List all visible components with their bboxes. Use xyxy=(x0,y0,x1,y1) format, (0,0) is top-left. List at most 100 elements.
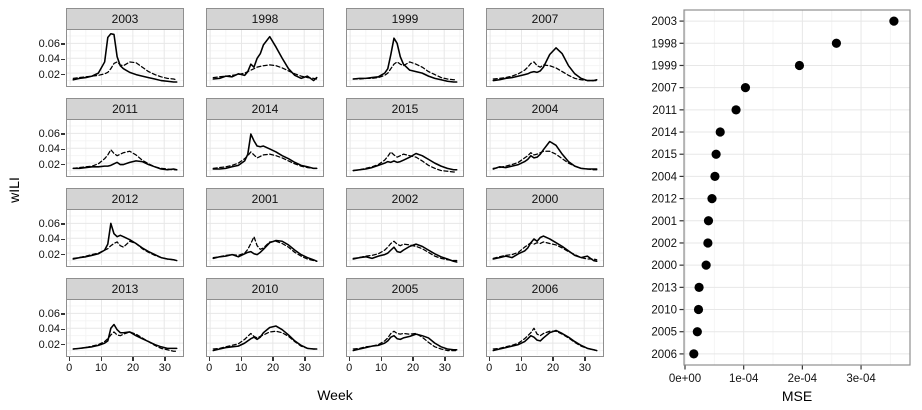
year-tick-label: 2001 xyxy=(651,216,677,228)
x-tick-mark xyxy=(488,357,490,361)
y-tick-mark xyxy=(61,133,65,135)
facet-1999: 1999 xyxy=(346,8,464,87)
facet-2003: 2003 0.06 0.04 0.02 xyxy=(39,8,184,87)
year-tick-label: 2013 xyxy=(651,282,677,294)
facet-strip-label: 2012 xyxy=(66,188,184,210)
facet-panel xyxy=(206,210,324,267)
facet-2014: 2014 xyxy=(206,98,324,177)
y-tick-mark xyxy=(61,344,65,346)
mse-point-2011 xyxy=(731,105,741,115)
x-tick-mark xyxy=(208,357,210,361)
y-axis-title: wILI xyxy=(6,177,22,203)
mse-point-2006 xyxy=(689,349,699,359)
dashed-line xyxy=(352,151,458,173)
y-tick-mark xyxy=(61,313,65,315)
facet-strip-label: 2001 xyxy=(206,188,324,210)
y-tick-mark xyxy=(61,43,65,45)
solid-line xyxy=(492,140,598,170)
x-tick-label: 20 xyxy=(266,362,280,374)
year-tick-label: 2010 xyxy=(651,305,677,317)
facet-panel xyxy=(66,300,184,357)
x-tick-label: 20 xyxy=(546,362,560,374)
x-tick-label: 30 xyxy=(298,362,311,374)
year-tick-label: 2015 xyxy=(651,149,677,161)
x-tick-mark xyxy=(164,357,166,361)
facet-strip-label: 1999 xyxy=(346,8,464,30)
x-tick-label: 0 xyxy=(346,362,353,374)
x-axis-title: Week xyxy=(317,387,353,403)
year-tick-label: 2002 xyxy=(651,238,677,250)
facet-1998: 1998 xyxy=(206,8,324,87)
facet-grid: 2003 0.06 0.04 0.02 1998 1999 2007 2011 0.06 0.04… xyxy=(39,8,604,374)
x-tick-label: 10 xyxy=(234,362,248,374)
y-tick-label: 0.04 xyxy=(38,233,60,246)
x-tick-mark xyxy=(584,357,586,361)
y-tick-mark xyxy=(61,58,65,60)
facet-panel xyxy=(66,210,184,267)
mse-point-2002 xyxy=(703,238,713,248)
solid-line xyxy=(212,35,318,82)
year-tick-label: 2003 xyxy=(651,16,677,28)
facet-2011: 2011 0.06 0.04 0.02 xyxy=(39,98,184,177)
facet-strip-label: 2007 xyxy=(486,8,604,30)
facet-2006: 2006 0 10 20 30 xyxy=(486,278,604,374)
y-tick-label: 0.02 xyxy=(38,68,60,81)
mse-tick-label: 0e+00 xyxy=(669,373,701,385)
dashed-line xyxy=(212,236,318,262)
x-tick-label: 0 xyxy=(66,362,73,374)
x-tick-mark xyxy=(272,357,274,361)
x-tick-label: 30 xyxy=(438,362,451,374)
year-tick-label: 2005 xyxy=(651,327,677,339)
facet-strip-label: 2015 xyxy=(346,98,464,120)
solid-line xyxy=(212,133,318,170)
x-tick-label: 20 xyxy=(126,362,140,374)
y-tick-label: 0.02 xyxy=(38,158,60,171)
solid-line xyxy=(212,325,318,352)
x-tick-label: 30 xyxy=(578,362,591,374)
dot-plot-canvas: 2003 1998 1999 2007 2011 2014 2015 2004 2012 2001… xyxy=(612,0,922,410)
y-tick-label: 0.04 xyxy=(38,143,60,156)
facet-2015: 2015 xyxy=(346,98,464,177)
x-tick-mark xyxy=(444,357,446,361)
facet-strip-label: 2004 xyxy=(486,98,604,120)
y-tick-mark xyxy=(61,254,65,256)
dashed-line xyxy=(352,330,458,352)
y-tick-label: 0.04 xyxy=(38,323,60,336)
facet-panel xyxy=(66,30,184,87)
dashed-line xyxy=(72,331,178,352)
mse-point-2010 xyxy=(693,304,704,315)
solid-line xyxy=(352,243,458,263)
y-tick-mark xyxy=(61,148,65,150)
solid-line xyxy=(212,239,318,263)
dashed-line xyxy=(72,149,178,171)
mse-point-2012 xyxy=(707,193,717,204)
facet-strip-label: 2011 xyxy=(66,98,184,120)
mse-point-2015 xyxy=(711,149,721,159)
x-tick-mark xyxy=(304,357,306,361)
x-tick-mark xyxy=(520,357,522,361)
mse-axis-title: MSE xyxy=(781,388,813,404)
facet-2002: 2002 xyxy=(346,188,464,267)
x-tick-label: 30 xyxy=(158,362,171,374)
mse-tick-label: 2e-04 xyxy=(788,373,818,385)
facet-panel xyxy=(486,300,604,357)
solid-line xyxy=(72,32,178,83)
facet-2004: 2004 xyxy=(486,98,604,177)
x-tick-label: 0 xyxy=(206,362,213,374)
y-tick-mark xyxy=(61,223,65,225)
y-tick-label: 0.06 xyxy=(38,127,60,140)
year-tick-label: 2011 xyxy=(652,105,677,117)
facet-strip-label: 2000 xyxy=(486,188,604,210)
facet-strip-label: 2006 xyxy=(486,278,604,300)
dashed-line xyxy=(352,61,458,81)
facet-2013: 2013 0.06 0.04 0.02 0 10 20 30 xyxy=(39,278,184,374)
x-tick-label: 10 xyxy=(94,362,108,374)
y-tick-label: 0.06 xyxy=(38,307,60,320)
facet-strip-label: 2014 xyxy=(206,98,324,120)
facet-2010: 2010 0 10 20 30 xyxy=(206,278,324,374)
dashed-line xyxy=(72,61,178,81)
facet-panel xyxy=(346,210,464,267)
year-tick-label: 2014 xyxy=(651,127,677,139)
y-tick-label: 0.04 xyxy=(38,53,60,66)
